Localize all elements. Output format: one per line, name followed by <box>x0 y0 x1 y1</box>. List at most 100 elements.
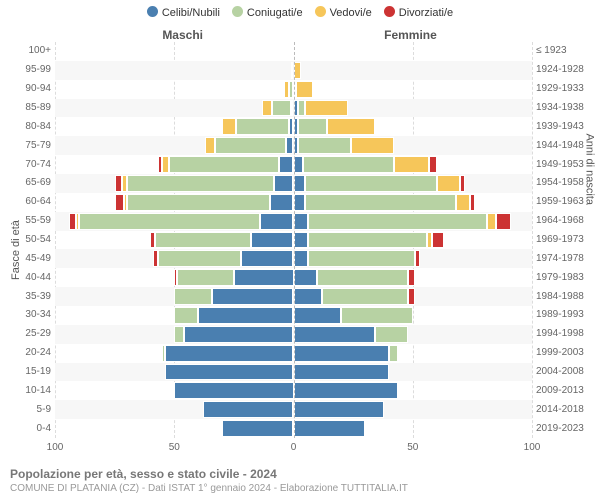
legend-label: Vedovi/e <box>330 7 372 19</box>
bar-segment-female <box>322 288 408 305</box>
bar-segment-male <box>234 269 294 286</box>
bar-segment-female <box>389 345 399 362</box>
legend-label: Celibi/Nubili <box>162 7 220 19</box>
bar-segment-male <box>158 250 241 267</box>
legend-swatch <box>315 6 326 17</box>
bar-segment-male <box>150 232 155 249</box>
age-label: 20-24 <box>25 347 51 358</box>
x-axis: 10050050100 <box>55 442 532 456</box>
bar-segment-male <box>169 156 279 173</box>
bar-segment-female <box>303 156 394 173</box>
header-male: Maschi <box>162 28 203 42</box>
birth-year-label: 1969-1973 <box>536 234 584 245</box>
bar-segment-male <box>76 213 78 230</box>
legend: Celibi/Nubili Coniugati/e Vedovi/e Divorzia… <box>0 6 600 19</box>
footer: Popolazione per età, sesso e stato civil… <box>10 467 408 494</box>
bar-segment-female <box>294 401 385 418</box>
birth-year-label: 1999-2003 <box>536 347 584 358</box>
legend-label: Coniugati/e <box>247 7 303 19</box>
x-tick-label: 50 <box>407 442 418 453</box>
birth-year-label: 1989-1993 <box>536 309 584 320</box>
gridline <box>532 42 533 438</box>
legend-label: Divorziati/e <box>399 7 453 19</box>
yaxis-title-right: Anni di nascita <box>584 133 596 205</box>
birth-year-label: 1979-1983 <box>536 272 584 283</box>
bar-segment-female <box>294 250 308 267</box>
footer-title: Popolazione per età, sesso e stato civil… <box>10 467 408 481</box>
bar-segment-female <box>294 62 301 79</box>
plot-area <box>55 42 532 438</box>
bar-segment-male <box>279 156 293 173</box>
bar-segment-female <box>305 194 455 211</box>
bar-segment-female <box>294 364 389 381</box>
bar-segment-female <box>415 250 420 267</box>
birth-year-label: ≤ 1923 <box>536 45 567 56</box>
bar-segment-male <box>165 345 294 362</box>
birth-year-label: 2014-2018 <box>536 404 584 415</box>
bar-segment-male <box>262 100 272 117</box>
age-label: 100+ <box>28 45 51 56</box>
bar-segment-female <box>470 194 475 211</box>
bar-segment-female <box>294 213 308 230</box>
birth-year-label: 1949-1953 <box>536 159 584 170</box>
age-label: 60-64 <box>25 196 51 207</box>
legend-swatch <box>232 6 243 17</box>
bar-segment-male <box>174 382 293 399</box>
bar-segment-female <box>432 232 444 249</box>
age-label: 10-14 <box>25 385 51 396</box>
bar-segment-female <box>308 250 415 267</box>
bar-segment-female <box>375 326 408 343</box>
bar-segment-male <box>274 175 293 192</box>
legend-item: Celibi/Nubili <box>147 6 220 19</box>
bar-segment-male <box>153 250 158 267</box>
age-label: 50-54 <box>25 234 51 245</box>
bar-segment-female <box>429 156 436 173</box>
age-label: 85-89 <box>25 102 51 113</box>
age-label: 25-29 <box>25 328 51 339</box>
legend-swatch <box>384 6 395 17</box>
bar-segment-female <box>496 213 510 230</box>
birth-year-label: 1984-1988 <box>536 291 584 302</box>
legend-swatch <box>147 6 158 17</box>
bar-segment-male <box>127 194 270 211</box>
yaxis-title-left: Fasce di età <box>10 220 22 280</box>
bar-segment-male <box>174 269 176 286</box>
bar-segment-male <box>215 137 287 154</box>
x-tick-label: 100 <box>47 442 64 453</box>
birth-year-label: 1994-1998 <box>536 328 584 339</box>
bar-segment-female <box>437 175 461 192</box>
center-line <box>294 42 295 438</box>
bar-segment-male <box>79 213 260 230</box>
bar-segment-female <box>294 156 304 173</box>
birth-year-label: 1974-1978 <box>536 253 584 264</box>
bar-segment-female <box>294 382 399 399</box>
bar-segment-female <box>487 213 497 230</box>
header-female: Femmine <box>384 28 437 42</box>
x-tick-label: 0 <box>291 442 297 453</box>
age-label: 15-19 <box>25 366 51 377</box>
bar-segment-female <box>294 232 308 249</box>
bar-segment-female <box>327 118 375 135</box>
bar-segment-female <box>294 175 306 192</box>
bar-segment-female <box>308 213 487 230</box>
birth-year-label: 1944-1948 <box>536 140 584 151</box>
birth-year-label: 1959-1963 <box>536 196 584 207</box>
age-label: 30-34 <box>25 309 51 320</box>
age-label: 75-79 <box>25 140 51 151</box>
legend-item: Coniugati/e <box>232 6 303 19</box>
legend-item: Vedovi/e <box>315 6 372 19</box>
birth-year-label: 1924-1928 <box>536 64 584 75</box>
bar-segment-female <box>305 175 436 192</box>
age-label: 65-69 <box>25 177 51 188</box>
bar-segment-male <box>198 307 293 324</box>
age-label: 95-99 <box>25 64 51 75</box>
bar-segment-female <box>305 100 348 117</box>
birth-year-label: 1954-1958 <box>536 177 584 188</box>
bar-segment-male <box>212 288 293 305</box>
bar-segment-male <box>127 175 275 192</box>
bar-segment-female <box>298 100 305 117</box>
birth-year-label: 1939-1943 <box>536 121 584 132</box>
birth-year-label: 2009-2013 <box>536 385 584 396</box>
bar-segment-female <box>294 288 323 305</box>
birth-year-label: 2004-2008 <box>536 366 584 377</box>
